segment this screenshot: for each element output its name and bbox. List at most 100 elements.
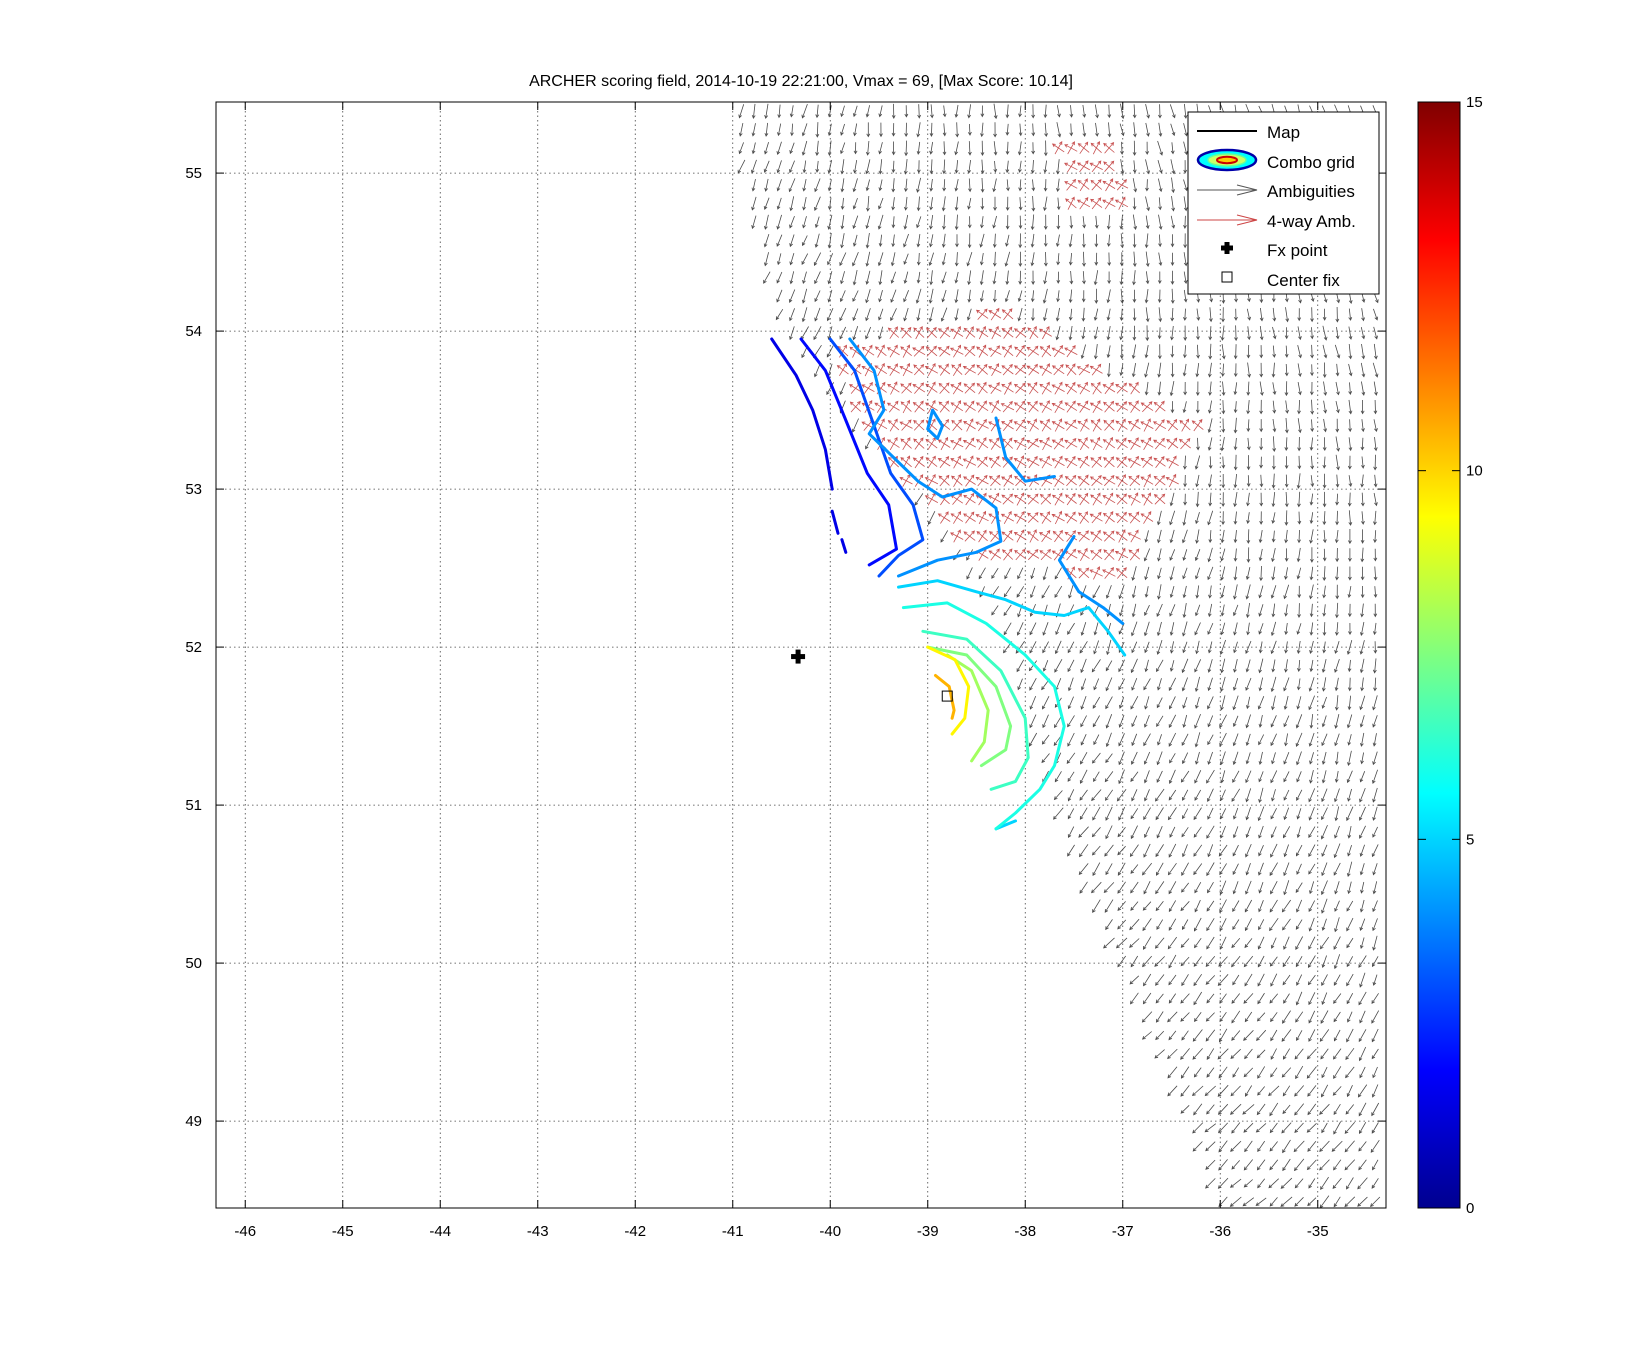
ambiguity-arrow (916, 196, 921, 212)
ambiguity-arrow (1029, 714, 1037, 729)
ambiguity-arrow (1017, 678, 1023, 691)
contour-line (921, 629, 1030, 791)
ambiguity-arrow (1145, 271, 1150, 285)
ambiguity-arrow (1168, 900, 1177, 913)
ambiguity-arrow (1258, 751, 1263, 766)
fourway-arrow (1064, 383, 1078, 393)
ambiguity-arrow (1257, 955, 1265, 968)
ambiguity-arrow (1221, 456, 1226, 469)
ambiguity-arrow (1206, 825, 1215, 839)
ambiguity-arrow (1219, 918, 1227, 932)
ambiguity-arrow (1130, 881, 1139, 894)
ambiguity-arrow (1219, 863, 1227, 876)
ambiguity-arrow (1294, 1103, 1305, 1116)
ambiguity-arrow (763, 271, 771, 284)
ambiguity-arrow (1207, 418, 1213, 434)
ambiguity-arrow (865, 105, 870, 118)
ambiguity-arrow (1056, 290, 1060, 303)
ambiguity-arrow (1322, 437, 1327, 452)
ambiguity-arrow (1183, 103, 1188, 119)
fourway-arrow (1026, 550, 1040, 559)
ambiguity-arrow (966, 251, 973, 267)
ambiguity-arrow (826, 308, 834, 322)
ambiguity-arrow (1143, 843, 1151, 858)
ambiguity-arrow (1285, 417, 1289, 434)
ambiguity-arrow (1067, 826, 1075, 839)
ambiguity-arrow (980, 216, 984, 229)
ambiguity-arrow (1221, 363, 1225, 377)
ambiguity-arrow (1183, 289, 1188, 303)
y-tick-label: 51 (185, 797, 202, 814)
ambiguity-arrow (1333, 1048, 1342, 1060)
ambiguity-arrow (1358, 1029, 1367, 1043)
ambiguity-arrow (1168, 714, 1177, 729)
ambiguity-arrow (1321, 733, 1328, 747)
ambiguity-arrow (1132, 214, 1138, 231)
ambiguity-arrow (1144, 696, 1150, 710)
ambiguity-arrow (1271, 603, 1276, 618)
ambiguity-arrow (1207, 437, 1213, 451)
ambiguity-arrow (1259, 345, 1264, 359)
ambiguity-arrow (1144, 345, 1149, 359)
ambiguity-arrow (1335, 584, 1340, 600)
ambiguity-arrow (1310, 455, 1315, 470)
ambiguity-arrow (1220, 436, 1225, 452)
ambiguity-arrow (1322, 456, 1327, 469)
ambiguity-arrow (1092, 862, 1101, 877)
ambiguity-arrow (1130, 808, 1139, 820)
ambiguity-arrow (1220, 789, 1226, 802)
ambiguity-arrow (1360, 621, 1365, 637)
ambiguity-arrow (929, 178, 934, 192)
fourway-arrow (1115, 513, 1128, 523)
ambiguity-arrow (801, 253, 809, 265)
ambiguity-arrow (1103, 937, 1115, 949)
ambiguity-arrow (1005, 104, 1010, 119)
fourway-arrow (899, 421, 913, 429)
ambiguity-arrow (914, 493, 924, 506)
ambiguity-arrow (1272, 326, 1277, 340)
ambiguity-arrow (1119, 270, 1124, 286)
ambiguity-arrow (1130, 696, 1139, 710)
y-tick-label: 50 (185, 955, 202, 972)
ambiguity-arrow (1346, 937, 1354, 949)
ambiguity-arrow (1258, 604, 1264, 617)
ambiguity-arrow (1308, 806, 1315, 821)
ambiguity-arrow (1158, 307, 1163, 323)
ambiguity-arrow (1018, 197, 1023, 211)
ambiguity-arrow (1157, 734, 1162, 746)
ambiguity-arrow (1180, 1012, 1190, 1022)
fourway-arrow (963, 531, 976, 541)
ambiguity-arrow (1158, 122, 1163, 137)
ambiguity-arrow (789, 142, 795, 155)
ambiguity-arrow (802, 160, 807, 174)
ambiguity-arrow (1322, 530, 1327, 544)
ambiguity-arrow (1031, 104, 1036, 119)
ambiguity-arrow (1143, 881, 1151, 895)
ambiguity-arrow (993, 160, 998, 173)
ambiguity-arrow (1372, 826, 1378, 838)
ambiguity-arrow (1322, 622, 1327, 636)
ambiguity-arrow (1194, 732, 1201, 748)
fourway-arrow (1039, 383, 1052, 393)
ambiguity-arrow (1005, 234, 1010, 247)
ambiguity-arrow (1358, 955, 1367, 968)
ambiguity-arrow (763, 197, 770, 210)
ambiguity-arrow (1132, 233, 1137, 249)
ambiguity-arrow (1169, 104, 1176, 119)
ambiguity-arrow (1029, 678, 1037, 691)
ambiguity-arrow (1270, 937, 1277, 949)
ambiguity-arrow (764, 103, 769, 120)
ambiguity-arrow (826, 345, 834, 358)
ambiguity-arrow (1042, 660, 1049, 672)
ambiguity-arrow (1230, 1048, 1241, 1059)
ambiguity-arrow (1182, 510, 1187, 526)
ambiguity-arrow (1347, 826, 1352, 839)
ambiguity-arrow (1372, 935, 1378, 951)
ambiguity-arrow (1207, 807, 1214, 820)
ambiguity-arrow (979, 233, 985, 248)
ambiguity-arrow (1348, 382, 1353, 396)
ambiguity-arrow (1371, 1122, 1379, 1134)
grid-lines (216, 102, 1386, 1208)
ambiguity-arrow (764, 214, 769, 230)
fourway-arrow (1090, 531, 1103, 541)
